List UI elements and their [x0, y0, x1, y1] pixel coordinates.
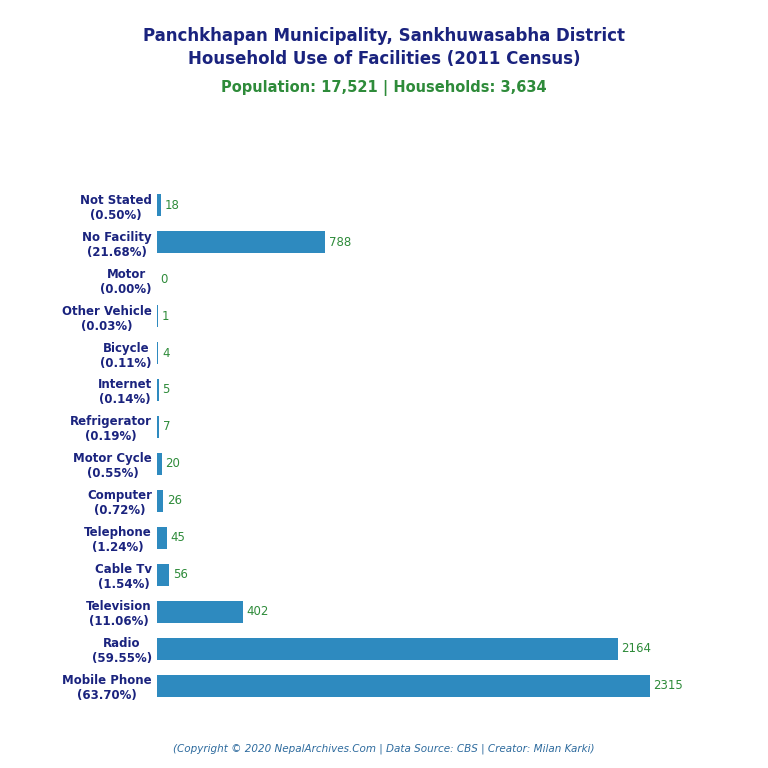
Text: Household Use of Facilities (2011 Census): Household Use of Facilities (2011 Census… — [187, 50, 581, 68]
Bar — [157, 342, 158, 364]
Text: 5: 5 — [162, 383, 170, 396]
Text: 2164: 2164 — [621, 642, 651, 655]
Text: 402: 402 — [247, 605, 269, 618]
Text: 788: 788 — [329, 236, 351, 249]
Text: 1: 1 — [161, 310, 169, 323]
Text: 7: 7 — [163, 420, 170, 433]
Text: 18: 18 — [165, 199, 180, 212]
Bar — [157, 453, 162, 475]
Bar — [157, 231, 325, 253]
Text: 26: 26 — [167, 495, 182, 508]
Text: Population: 17,521 | Households: 3,634: Population: 17,521 | Households: 3,634 — [221, 80, 547, 96]
Bar — [157, 527, 167, 549]
Text: 4: 4 — [162, 346, 170, 359]
Text: (Copyright © 2020 NepalArchives.Com | Data Source: CBS | Creator: Milan Karki): (Copyright © 2020 NepalArchives.Com | Da… — [174, 743, 594, 754]
Text: 0: 0 — [160, 273, 167, 286]
Text: 2315: 2315 — [654, 679, 684, 692]
Text: 20: 20 — [166, 458, 180, 471]
Bar — [157, 415, 159, 438]
Text: 45: 45 — [170, 531, 186, 545]
Bar — [157, 379, 158, 401]
Text: Panchkhapan Municipality, Sankhuwasabha District: Panchkhapan Municipality, Sankhuwasabha … — [143, 27, 625, 45]
Bar — [157, 490, 163, 512]
Bar — [157, 564, 170, 586]
Bar — [157, 194, 161, 217]
Bar — [157, 637, 617, 660]
Bar — [157, 601, 243, 623]
Text: 56: 56 — [173, 568, 188, 581]
Bar — [157, 674, 650, 697]
